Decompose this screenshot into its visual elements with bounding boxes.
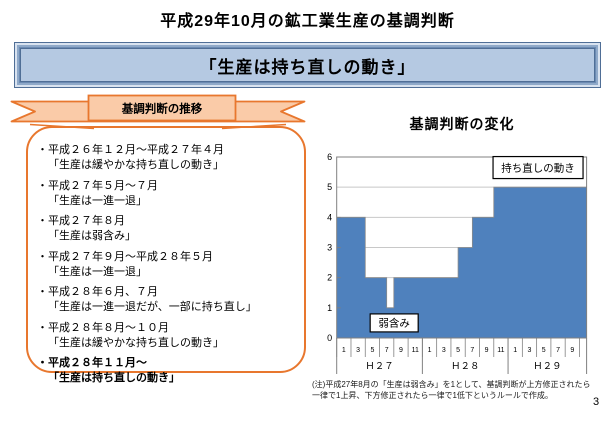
headline-banner: 「生産は持ち直しの動き」: [14, 42, 601, 88]
judgment-item: ・平成２７年５月～７月 「生産は一進一退」: [37, 179, 296, 209]
month-tick-label: 9: [570, 347, 574, 354]
annotation-box: [492, 155, 584, 180]
ribbon-label: 基調判断の推移: [121, 102, 203, 116]
chart-note-line1: (注)平成27年8月の「生産は弱含み」を1として、基調判断が上方修正されたら: [312, 380, 591, 389]
judgment-period: ・平成２６年１２月～平成２７年４月: [37, 144, 224, 156]
month-tick-label: 5: [370, 347, 374, 354]
y-axis-label: 6: [327, 152, 332, 162]
chart-note-line2: 一律で1上昇、下方修正されたら一律で1低下というルールで作成。: [312, 391, 553, 400]
y-axis-label: 1: [327, 303, 332, 313]
year-label: Ｈ２７: [365, 361, 394, 372]
judgment-text: 「生産は緩やかな持ち直しの動き」: [48, 336, 224, 349]
chart-title: 基調判断の変化: [409, 116, 515, 132]
judgment-item: ・平成２７年９月～平成２８年５月「生産は一進一退」: [37, 250, 296, 280]
month-tick-label: 9: [485, 347, 489, 354]
judgment-list: ・平成２６年１２月～平成２７年４月 「生産は緩やかな持ち直しの動き」 ・平成２７年５…: [37, 143, 296, 386]
ribbon-fold-right: [221, 123, 287, 130]
annotation-label: 持ち直しの動き: [501, 161, 575, 174]
month-tick-label: 5: [542, 347, 546, 354]
page-title: 平成29年10月の鉱工業生産の基調判断: [160, 13, 455, 30]
chart-note: (注)平成27年8月の「生産は弱含み」を1として、基調判断が上方修正されたら 一…: [312, 379, 610, 401]
month-tick-label: 7: [385, 347, 389, 354]
ribbon-center-box: [87, 94, 237, 122]
trend-panel: ・平成２６年１２月～平成２７年４月 「生産は緩やかな持ち直しの動き」 ・平成２７年５…: [26, 126, 306, 384]
judgment-period: ・平成２７年５月～７月: [37, 179, 158, 192]
judgment-period: ・平成２８年１１月～: [37, 357, 147, 369]
trend-chart: 1 3 5 7 9 11 Ｈ２７ 1 3 5 7 9 11 Ｈ２８ 1 3 5 7 9 Ｈ２９ 0 1 2 3 4 5 6 持ち直しの…: [327, 152, 588, 374]
y-axis-label: 2: [327, 273, 332, 283]
month-tick-label: 3: [442, 347, 446, 354]
month-tick-label: 11: [412, 347, 419, 354]
judgment-item: ・平成２８年８月～１０月「生産は緩やかな持ち直しの動き」: [37, 321, 296, 351]
y-axis-label: 5: [327, 182, 332, 192]
year-label: Ｈ２９: [533, 361, 562, 372]
year-label: Ｈ２８: [451, 361, 480, 372]
month-tick-label: 1: [513, 347, 517, 354]
judgment-text: 「生産は一進一退」: [48, 265, 147, 278]
judgment-period: ・平成２８年８月～１０月: [37, 321, 169, 334]
judgment-text: 「生産は持ち直しの動き」: [48, 372, 180, 384]
month-tick-label: 5: [456, 347, 460, 354]
ribbon-fold-left: [29, 123, 95, 130]
y-axis-label: 3: [327, 243, 332, 253]
judgment-text: 「生産は一進一退だが、一部に持ち直し」: [48, 301, 257, 313]
month-tick-label: 1: [342, 347, 346, 354]
ribbon-banner: 基調判断の推移: [10, 94, 306, 130]
judgment-text: 「生産は一進一退」: [48, 194, 147, 207]
month-tick-label: 7: [470, 347, 474, 354]
plot-border: [336, 156, 588, 339]
page-number: 3: [592, 396, 600, 408]
judgment-item: ・平成２７年８月「生産は弱含み」: [37, 214, 296, 244]
annotation-box: [369, 313, 419, 333]
month-tick-label: 11: [497, 347, 504, 354]
y-axis-label: 0: [327, 333, 332, 343]
judgment-period: ・平成２８年６月、７月: [37, 286, 158, 298]
judgment-item: ・平成２８年１１月～ 「生産は持ち直しの動き」: [37, 356, 296, 386]
headline-banner-text: 「生産は持ち直しの動き」: [199, 57, 416, 77]
judgment-text: 「生産は緩やかな持ち直しの動き」: [48, 159, 224, 171]
step-area-outline: [336, 186, 587, 309]
month-tick-label: 3: [528, 347, 532, 354]
judgment-item: ・平成２８年６月、７月「生産は一進一退だが、一部に持ち直し」: [37, 285, 296, 315]
month-tick-label: 1: [428, 347, 432, 354]
month-tick-label: 3: [356, 347, 360, 354]
judgment-item: ・平成２６年１２月～平成２７年４月「生産は緩やかな持ち直しの動き」: [37, 143, 296, 173]
month-tick-label: 9: [399, 347, 403, 354]
judgment-text: 「生産は弱含み」: [48, 230, 136, 242]
month-tick-label: 7: [556, 347, 560, 354]
y-axis-label: 4: [327, 212, 332, 222]
annotation-label: 弱含み: [378, 317, 410, 330]
judgment-period: ・平成２７年８月: [37, 215, 125, 227]
judgment-period: ・平成２７年９月～平成２８年５月: [37, 250, 213, 263]
judgment-step-area: [336, 187, 587, 338]
